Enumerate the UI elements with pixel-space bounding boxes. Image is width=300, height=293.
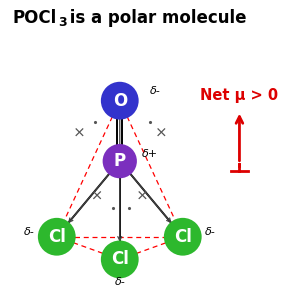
Circle shape: [38, 218, 76, 255]
Text: δ+: δ+: [142, 149, 158, 159]
Circle shape: [101, 241, 139, 278]
Circle shape: [164, 218, 202, 255]
Text: O: O: [112, 92, 127, 110]
Text: Cl: Cl: [48, 228, 66, 246]
Text: Cl: Cl: [111, 251, 129, 268]
Text: P: P: [114, 152, 126, 170]
Text: POCl: POCl: [12, 9, 56, 27]
Text: is a polar molecule: is a polar molecule: [64, 9, 247, 27]
Text: δ-: δ-: [150, 86, 160, 96]
Text: δ-: δ-: [205, 227, 216, 237]
Circle shape: [101, 82, 139, 120]
Text: Net μ > 0: Net μ > 0: [200, 88, 278, 103]
Text: Cl: Cl: [174, 228, 192, 246]
Circle shape: [103, 144, 137, 178]
Text: 3: 3: [58, 16, 67, 29]
Text: δ-: δ-: [114, 277, 125, 287]
Text: δ-: δ-: [24, 227, 34, 237]
